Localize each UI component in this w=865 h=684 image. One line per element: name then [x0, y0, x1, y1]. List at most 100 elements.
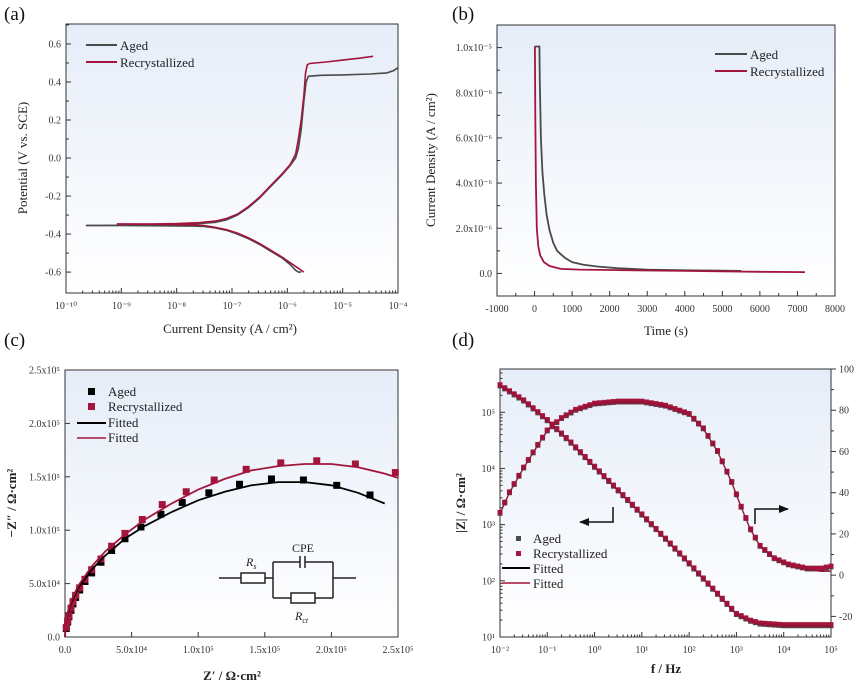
data-point-modulus-recrystallized — [686, 560, 692, 566]
data-point-phase-recrystallized — [573, 406, 579, 412]
data-point-phase-recrystallized — [620, 398, 626, 404]
data-point-modulus-recrystallized — [762, 620, 768, 626]
data-point-phase-recrystallized — [563, 412, 569, 418]
data-point-phase-recrystallized — [767, 551, 773, 557]
data-point-modulus-recrystallized — [705, 580, 711, 586]
x-tick-label-d: 10⁰ — [588, 645, 602, 656]
data-point-modulus-recrystallized — [535, 409, 541, 415]
data-point-phase-recrystallized — [672, 406, 678, 412]
x-tick-label-a: 10⁻⁶ — [278, 301, 297, 312]
data-point-phase-recrystallized — [804, 565, 810, 571]
y-axis-title-a: Potential (V vs. SCE) — [15, 102, 30, 214]
data-point-modulus-recrystallized — [573, 444, 579, 450]
data-point-aged — [299, 476, 307, 484]
data-point-modulus-recrystallized — [530, 405, 536, 411]
data-point-modulus-recrystallized — [525, 401, 531, 407]
data-point-phase-recrystallized — [781, 559, 787, 565]
data-point-modulus-recrystallized — [672, 545, 678, 551]
x-tick-label-b: 3000 — [637, 304, 657, 315]
legend-label-recrystallized-c: Recrystallized — [108, 399, 183, 414]
x-tick-label-a: 10⁻⁴ — [389, 301, 408, 312]
legend-label-recrystallized-a: Recrystallized — [120, 55, 195, 70]
series-recrystallized-line — [534, 45, 806, 273]
x-axis-title-a: Current Density (A / cm²) — [163, 321, 297, 336]
y-tick-label-a: 0.2 — [49, 116, 62, 127]
data-point-modulus-recrystallized — [800, 622, 806, 628]
y-tick-label-a: 0.6 — [49, 39, 62, 50]
data-point-phase-recrystallized — [596, 400, 602, 406]
data-point-phase-recrystallized — [776, 557, 782, 563]
y-tick-label-c: 1.0x10⁵ — [29, 526, 60, 537]
legend-a: Aged Recrystallized — [86, 38, 195, 70]
data-point-modulus-recrystallized — [743, 615, 749, 621]
series-aged-line — [535, 45, 742, 272]
legend-label-recrystallized-b: Recrystallized — [750, 64, 825, 79]
data-point-modulus-recrystallized — [715, 590, 721, 596]
fitted-modulus-recrystallized-line — [499, 385, 831, 627]
y-axis-title-b: Current Density (A / cm²) — [423, 93, 438, 227]
x-tick-label-a: 10⁻⁹ — [112, 301, 131, 312]
data-point-modulus-recrystallized — [700, 575, 706, 581]
data-point-modulus-recrystallized — [828, 622, 834, 628]
circuit-label-cpe: CPE — [292, 541, 314, 555]
data-point-recrystallized — [65, 612, 73, 620]
x-tick-label-d: 10² — [683, 645, 696, 656]
data-point-recrystallized — [64, 617, 72, 625]
data-point-modulus-recrystallized — [667, 540, 673, 546]
y-tick-label-c: 1.5x10⁵ — [29, 472, 60, 483]
data-point-modulus-recrystallized — [790, 622, 796, 628]
data-point-phase-recrystallized — [615, 398, 621, 404]
data-point-phase-recrystallized — [809, 565, 815, 571]
y-right-tick-label-d: 0 — [839, 571, 844, 582]
data-point-modulus-recrystallized — [502, 385, 508, 391]
x-axis-title-b: Time (s) — [644, 323, 688, 338]
x-tick-label-d: 10⁻¹ — [538, 645, 556, 656]
data-point-modulus-recrystallized — [506, 388, 512, 394]
x-tick-label-a: 10⁻¹⁰ — [55, 301, 77, 312]
x-tick-label-b: 4000 — [675, 304, 695, 315]
data-point-recrystallized — [69, 598, 77, 606]
fitted-phase-recrystallized-line — [499, 401, 832, 573]
legend-label-fitted-recrystallized-d: Fitted — [533, 576, 564, 591]
data-point-modulus-recrystallized — [568, 439, 574, 445]
data-point-phase-recrystallized — [587, 402, 593, 408]
data-point-phase-recrystallized — [814, 565, 820, 571]
data-point-modulus-recrystallized — [497, 382, 503, 388]
series-aged-cathodic-line — [85, 224, 302, 273]
legend-marker-recrystallized-d — [516, 551, 521, 556]
data-point-phase-recrystallized — [634, 398, 640, 404]
data-point-phase-recrystallized — [800, 564, 806, 570]
x-tick-label-c: 1.0x10⁵ — [183, 645, 214, 656]
data-point-modulus-recrystallized — [620, 492, 626, 498]
series-recrystallized-cathodic-line — [116, 223, 305, 273]
x-tick-label-b: 5000 — [712, 304, 732, 315]
data-point-modulus-recrystallized — [582, 454, 588, 460]
data-point-modulus-recrystallized — [639, 511, 645, 517]
data-point-phase-recrystallized — [658, 401, 664, 407]
data-point-modulus-recrystallized — [625, 496, 631, 502]
data-point-modulus-recrystallized — [795, 622, 801, 628]
y-axis-title-d: |Z| / Ω·cm² — [453, 473, 468, 533]
data-point-modulus-recrystallized — [558, 430, 564, 436]
data-point-recrystallized — [313, 457, 321, 465]
data-point-phase-recrystallized — [663, 402, 668, 408]
x-tick-label-b: 2000 — [600, 304, 620, 315]
plot-area-c — [64, 369, 399, 638]
legend-label-fitted-recrystallized-c: Fitted — [108, 430, 139, 445]
y-right-tick-label-d: 60 — [839, 447, 849, 458]
data-point-modulus-recrystallized — [781, 622, 787, 628]
x-tick-label-c: 5.0x10⁴ — [116, 645, 148, 656]
data-point-modulus-recrystallized — [634, 506, 640, 512]
panel-b: (b) -1000 0 1000 2000 3000 4000 5000 6000 7000 80… — [423, 4, 845, 338]
data-point-modulus-recrystallized — [587, 458, 593, 464]
data-point-recrystallized — [277, 459, 285, 467]
data-point-aged — [137, 523, 145, 531]
x-axis-title-d: f / Hz — [651, 661, 682, 676]
legend-d: Aged Recrystallized Fitted Fitted — [502, 531, 608, 591]
data-point-phase-recrystallized — [639, 398, 645, 404]
circuit-label-rs: Rs — [245, 555, 256, 571]
x-tick-label-c: 2.0x10⁵ — [316, 645, 347, 656]
panel-label-d: (d) — [452, 330, 474, 351]
data-point-phase-recrystallized — [785, 561, 791, 567]
x-axis-title-c: Z′ / Ω·cm² — [203, 668, 261, 683]
